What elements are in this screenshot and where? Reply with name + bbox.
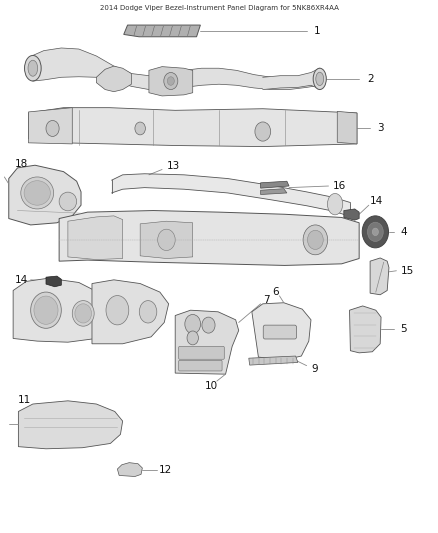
- FancyBboxPatch shape: [179, 360, 222, 371]
- Text: 14: 14: [370, 197, 383, 206]
- Circle shape: [202, 317, 215, 333]
- Text: 7: 7: [263, 295, 270, 304]
- Circle shape: [135, 122, 145, 135]
- Circle shape: [167, 77, 174, 85]
- Ellipse shape: [21, 177, 53, 209]
- Circle shape: [185, 314, 201, 334]
- Text: 11: 11: [18, 395, 31, 405]
- FancyBboxPatch shape: [263, 325, 297, 339]
- Text: 3: 3: [377, 124, 384, 133]
- Circle shape: [372, 228, 378, 236]
- Polygon shape: [337, 111, 357, 144]
- Polygon shape: [249, 356, 298, 365]
- Ellipse shape: [28, 60, 38, 76]
- Polygon shape: [92, 280, 169, 344]
- Polygon shape: [350, 306, 381, 353]
- Text: 12: 12: [159, 465, 172, 475]
- Circle shape: [187, 331, 198, 345]
- Ellipse shape: [316, 72, 324, 86]
- Text: 10: 10: [205, 382, 218, 391]
- Polygon shape: [18, 401, 123, 449]
- Polygon shape: [9, 165, 81, 225]
- Ellipse shape: [24, 181, 50, 205]
- Text: 2014 Dodge Viper Bezel-Instrument Panel Diagram for 5NK86XR4AA: 2014 Dodge Viper Bezel-Instrument Panel …: [99, 5, 339, 11]
- Text: 18: 18: [14, 159, 28, 168]
- Text: 14: 14: [14, 275, 28, 285]
- Polygon shape: [140, 221, 193, 259]
- Text: 2: 2: [367, 74, 374, 84]
- Polygon shape: [59, 211, 359, 265]
- Text: 13: 13: [166, 161, 180, 171]
- Polygon shape: [112, 174, 350, 216]
- Text: 1: 1: [314, 26, 321, 36]
- Polygon shape: [261, 189, 287, 195]
- Polygon shape: [370, 258, 389, 295]
- Ellipse shape: [72, 301, 94, 326]
- Polygon shape: [33, 48, 320, 90]
- Ellipse shape: [34, 296, 58, 324]
- Text: 5: 5: [400, 325, 407, 334]
- Polygon shape: [96, 66, 131, 92]
- Polygon shape: [263, 68, 320, 90]
- Ellipse shape: [31, 292, 61, 328]
- Polygon shape: [124, 25, 201, 37]
- Circle shape: [307, 230, 323, 249]
- Ellipse shape: [327, 193, 343, 215]
- Text: 9: 9: [311, 364, 318, 374]
- Ellipse shape: [139, 301, 157, 323]
- Ellipse shape: [59, 192, 77, 211]
- Circle shape: [255, 122, 271, 141]
- Text: 6: 6: [272, 287, 279, 297]
- Circle shape: [164, 72, 178, 90]
- Polygon shape: [46, 276, 61, 287]
- Circle shape: [303, 225, 328, 255]
- Ellipse shape: [25, 55, 41, 81]
- Circle shape: [158, 229, 175, 251]
- Polygon shape: [252, 303, 311, 360]
- Circle shape: [46, 120, 59, 136]
- Polygon shape: [68, 216, 123, 260]
- Text: 4: 4: [400, 227, 407, 237]
- Ellipse shape: [106, 295, 129, 325]
- FancyBboxPatch shape: [179, 346, 224, 359]
- Circle shape: [362, 216, 389, 248]
- Ellipse shape: [75, 304, 92, 323]
- Polygon shape: [149, 67, 193, 96]
- Text: 15: 15: [401, 266, 414, 276]
- Polygon shape: [261, 181, 289, 188]
- Polygon shape: [117, 463, 142, 477]
- Ellipse shape: [313, 68, 326, 90]
- Polygon shape: [13, 278, 116, 342]
- Polygon shape: [28, 108, 72, 144]
- Polygon shape: [28, 108, 357, 147]
- Polygon shape: [175, 310, 239, 374]
- Text: 16: 16: [333, 181, 346, 191]
- Circle shape: [367, 222, 383, 241]
- Polygon shape: [344, 209, 359, 220]
